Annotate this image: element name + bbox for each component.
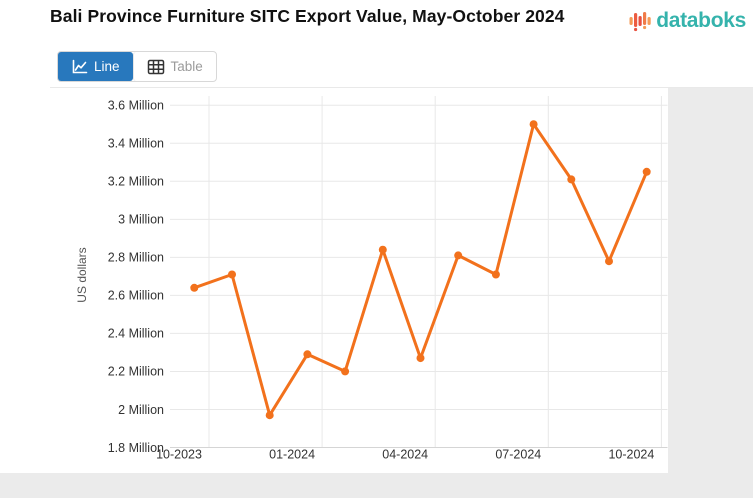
y-tick-label: 3.2 Million <box>108 175 164 189</box>
chart-bg-bottom <box>0 473 753 498</box>
chart-type-toggle: Line Table <box>57 51 217 82</box>
line-view-label: Line <box>94 59 120 74</box>
data-point[interactable] <box>529 120 538 129</box>
chart-bg-right <box>668 88 753 498</box>
table-view-button[interactable]: Table <box>132 52 216 81</box>
data-point[interactable] <box>341 367 350 376</box>
y-tick-label: 2.8 Million <box>108 251 164 265</box>
data-point[interactable] <box>605 257 613 266</box>
x-tick-label: 07-2024 <box>495 448 541 462</box>
y-tick-label: 1.8 Million <box>108 441 164 455</box>
x-tick-label: 10-2023 <box>156 448 202 462</box>
chart-canvas[interactable]: 3.6 Million 3.4 Million 3.2 Million 3 Milli… <box>0 88 753 498</box>
y-tick-label: 3 Million <box>118 213 164 227</box>
y-tick-label: 2.4 Million <box>108 327 164 341</box>
x-tick-label: 01-2024 <box>269 448 315 462</box>
brand-logo[interactable]: databoks <box>628 8 746 34</box>
line-view-button[interactable]: Line <box>58 52 133 81</box>
x-tick-label: 10-2024 <box>608 448 654 462</box>
y-tick-label: 2.2 Million <box>108 365 164 379</box>
page-title: Bali Province Furniture SITC Export Valu… <box>50 6 565 26</box>
data-point[interactable] <box>567 175 576 184</box>
table-icon <box>147 59 164 74</box>
data-point[interactable] <box>265 411 274 420</box>
chart: 3.6 Million 3.4 Million 3.2 Million 3 Milli… <box>0 88 753 498</box>
databoks-icon <box>629 12 651 32</box>
chart-top-divider <box>50 87 753 88</box>
x-tick-label: 04-2024 <box>382 448 428 462</box>
plot-area <box>170 96 668 448</box>
y-axis-title: US dollars <box>75 247 89 302</box>
y-tick-label: 2.6 Million <box>108 289 164 303</box>
data-point[interactable] <box>190 283 199 292</box>
data-point[interactable] <box>228 270 236 279</box>
y-tick-label: 3.6 Million <box>108 99 164 113</box>
table-view-label: Table <box>170 59 203 74</box>
data-point[interactable] <box>491 270 500 279</box>
data-point[interactable] <box>378 245 387 254</box>
y-tick-label: 3.4 Million <box>108 137 164 151</box>
x-grid <box>208 96 662 448</box>
brand-name: databoks <box>656 9 746 32</box>
line-chart-icon <box>72 59 88 73</box>
data-point[interactable] <box>454 251 463 260</box>
y-tick-label: 2 Million <box>118 403 164 417</box>
data-point[interactable] <box>642 167 651 176</box>
data-point[interactable] <box>416 354 425 363</box>
data-point[interactable] <box>303 350 312 359</box>
y-grid <box>170 104 668 448</box>
